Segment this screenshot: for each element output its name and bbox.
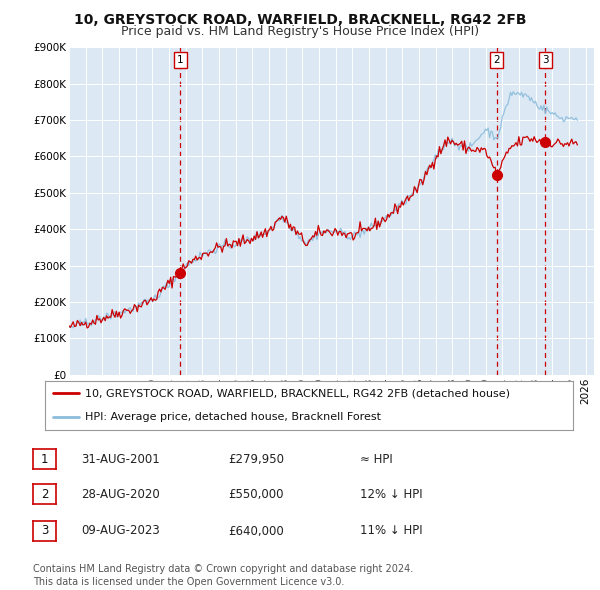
Text: £279,950: £279,950 (228, 453, 284, 466)
Text: 28-AUG-2020: 28-AUG-2020 (81, 488, 160, 501)
Text: 3: 3 (542, 55, 549, 65)
Text: 2: 2 (494, 55, 500, 65)
Text: 10, GREYSTOCK ROAD, WARFIELD, BRACKNELL, RG42 2FB: 10, GREYSTOCK ROAD, WARFIELD, BRACKNELL,… (74, 13, 526, 27)
Text: 09-AUG-2023: 09-AUG-2023 (81, 525, 160, 537)
Text: Price paid vs. HM Land Registry's House Price Index (HPI): Price paid vs. HM Land Registry's House … (121, 25, 479, 38)
Text: 11% ↓ HPI: 11% ↓ HPI (360, 525, 422, 537)
Text: Contains HM Land Registry data © Crown copyright and database right 2024.
This d: Contains HM Land Registry data © Crown c… (33, 564, 413, 587)
Text: 31-AUG-2001: 31-AUG-2001 (81, 453, 160, 466)
Text: 1: 1 (177, 55, 184, 65)
Text: 10, GREYSTOCK ROAD, WARFIELD, BRACKNELL, RG42 2FB (detached house): 10, GREYSTOCK ROAD, WARFIELD, BRACKNELL,… (85, 388, 509, 398)
Text: 1: 1 (41, 453, 48, 466)
Text: 3: 3 (41, 525, 48, 537)
Text: £550,000: £550,000 (228, 488, 284, 501)
Text: 2: 2 (41, 488, 48, 501)
Text: £640,000: £640,000 (228, 525, 284, 537)
Text: ≈ HPI: ≈ HPI (360, 453, 393, 466)
Text: 12% ↓ HPI: 12% ↓ HPI (360, 488, 422, 501)
Text: HPI: Average price, detached house, Bracknell Forest: HPI: Average price, detached house, Brac… (85, 412, 380, 422)
